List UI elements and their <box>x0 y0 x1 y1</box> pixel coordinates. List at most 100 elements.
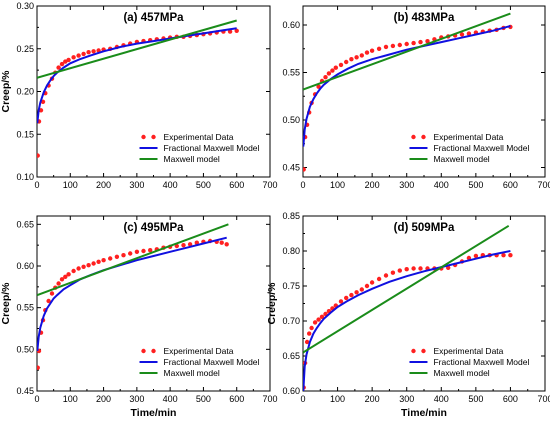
data-point <box>81 51 86 57</box>
legend-label: Experimental Data <box>433 132 503 142</box>
x-tick-label: 700 <box>262 180 277 190</box>
y-tick-label: 0.15 <box>16 129 34 139</box>
data-point <box>330 68 335 73</box>
data-point <box>501 253 506 258</box>
legend-marker <box>141 134 146 140</box>
data-point <box>66 272 71 277</box>
panel-title: (b) 483MPa <box>394 12 455 24</box>
data-point <box>76 53 81 58</box>
data-point <box>49 291 55 296</box>
data-point <box>309 325 314 331</box>
data-point <box>101 258 106 263</box>
data-point <box>91 261 96 266</box>
data-point <box>66 57 71 63</box>
data-point <box>63 59 68 64</box>
data-point <box>187 242 193 247</box>
data-point <box>383 273 389 278</box>
data-point <box>128 251 133 256</box>
y-tick-label: 0.60 <box>16 261 34 271</box>
x-tick-label: 100 <box>63 180 78 190</box>
data-point <box>307 331 312 336</box>
legend-marker <box>141 348 146 354</box>
data-point <box>227 29 233 34</box>
data-point <box>312 320 318 325</box>
data-point <box>86 263 91 268</box>
legend-label: Fractional Maxwell Model <box>433 143 529 153</box>
x-tick-label: 400 <box>434 394 449 404</box>
data-point <box>96 259 101 264</box>
y-axis-title: Creep/% <box>266 282 278 325</box>
panel-title: (a) 457MPa <box>123 12 184 24</box>
data-point <box>224 242 229 247</box>
data-point <box>425 39 430 44</box>
y-tick-label: 0.55 <box>16 303 34 313</box>
x-tick-label: 600 <box>229 180 244 190</box>
data-point <box>333 65 338 70</box>
data-point <box>404 41 409 47</box>
legend-marker <box>421 134 426 140</box>
data-point <box>459 32 465 37</box>
y-tick-label: 0.10 <box>16 172 34 182</box>
chart-panel-3: 0 100 200 300 400 500 600 700 0.60 0.65 0.70 0.75 0.… <box>266 211 550 419</box>
data-point <box>37 153 40 158</box>
data-point <box>376 46 382 51</box>
x-tick-label: 200 <box>365 180 380 190</box>
data-point <box>338 299 344 304</box>
legend-marker <box>421 348 426 354</box>
data-point <box>508 253 513 258</box>
chart-panel-1: 0 100 200 300 400 500 600 700 0.45 0.50 0.55 0.60 (b… <box>282 5 550 190</box>
legend-label: Maxwell model <box>164 368 220 378</box>
data-point <box>359 53 364 58</box>
x-tick-label: 100 <box>330 394 345 404</box>
y-tick-label: 0.80 <box>282 246 300 256</box>
data-point <box>76 266 81 271</box>
plot-area <box>303 12 513 172</box>
x-tick-label: 300 <box>129 180 144 190</box>
y-tick-label: 0.30 <box>16 1 34 11</box>
x-tick-label: 200 <box>96 180 111 190</box>
legend-label: Maxwell model <box>433 154 489 164</box>
data-point <box>59 61 65 67</box>
y-tick-label: 0.45 <box>282 163 300 173</box>
x-tick-label: 300 <box>399 180 414 190</box>
data-point <box>411 40 416 46</box>
x-tick-label: 500 <box>196 180 211 190</box>
data-point <box>323 75 328 80</box>
y-tick-label: 0.45 <box>16 386 34 396</box>
data-point <box>359 287 364 292</box>
legend-label: Experimental Data <box>433 346 503 356</box>
data-point <box>114 254 120 259</box>
data-point <box>473 253 479 259</box>
panel-title: (c) 495MPa <box>123 222 184 234</box>
y-tick-label: 0.75 <box>282 281 300 291</box>
chart-panel-0: 0 100 200 300 400 500 600 700 0.10 0.15 0.20 0.25 0.… <box>0 1 278 190</box>
data-point <box>364 50 370 55</box>
legend-label: Maxwell model <box>164 154 220 164</box>
x-tick-label: 700 <box>262 394 277 404</box>
x-tick-label: 500 <box>468 180 483 190</box>
y-axis-title: Creep/% <box>0 70 12 113</box>
data-point <box>194 240 199 245</box>
data-point <box>383 44 389 50</box>
data-point <box>349 292 354 298</box>
data-point <box>466 255 472 261</box>
data-point <box>91 49 96 54</box>
data-point <box>364 283 370 289</box>
data-point <box>71 55 76 60</box>
data-point <box>319 314 325 319</box>
data-point <box>316 317 321 322</box>
plot-area <box>37 19 239 158</box>
data-point <box>397 268 402 273</box>
x-tick-label: 100 <box>63 394 78 404</box>
series-line-2 <box>303 224 510 354</box>
series-line-2 <box>37 19 237 79</box>
y-tick-label: 0.70 <box>282 316 300 326</box>
data-point <box>71 268 76 274</box>
x-tick-label: 400 <box>434 180 449 190</box>
data-point <box>56 281 61 286</box>
y-tick-label: 0.55 <box>282 68 300 78</box>
y-tick-label: 0.60 <box>282 20 300 30</box>
series-line-2 <box>37 223 229 297</box>
data-point <box>304 339 310 345</box>
